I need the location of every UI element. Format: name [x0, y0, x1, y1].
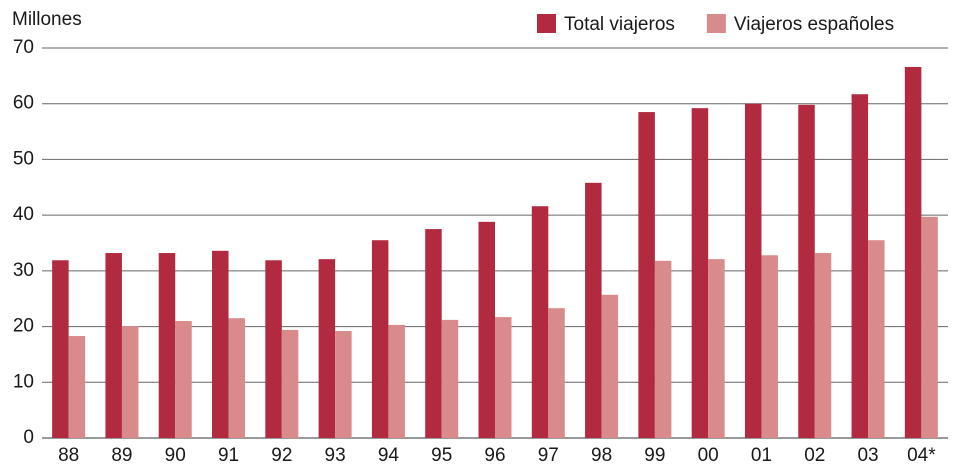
bar	[495, 317, 512, 438]
y-tick-label: 50	[13, 148, 34, 169]
bar	[761, 255, 778, 438]
y-tick-label: 20	[13, 316, 34, 337]
legend-label: Total viajeros	[564, 14, 675, 35]
bar	[318, 259, 336, 438]
bar	[228, 318, 246, 438]
x-tick-label: 03	[857, 445, 878, 465]
bar	[531, 206, 549, 438]
legend-swatch	[537, 14, 556, 33]
x-tick-label: 01	[751, 445, 772, 465]
bar	[744, 103, 762, 438]
bar	[265, 260, 282, 438]
bar	[798, 104, 815, 438]
bar	[654, 260, 672, 438]
x-tick-label: 04*	[907, 445, 936, 465]
bar	[441, 319, 459, 438]
y-axis-label: Millones	[12, 9, 82, 30]
bar	[52, 260, 69, 438]
x-tick-label: 96	[484, 445, 505, 465]
bar	[121, 326, 139, 438]
bar	[478, 221, 495, 438]
x-tick-label: 92	[271, 445, 292, 465]
x-tick-label: 93	[325, 445, 346, 465]
bar	[904, 66, 922, 438]
bar	[335, 331, 352, 438]
bar	[388, 324, 405, 438]
bar	[638, 112, 655, 439]
x-tick-label: 97	[538, 445, 559, 465]
bar	[548, 308, 565, 438]
bar	[851, 94, 869, 438]
y-tick-label: 60	[13, 93, 34, 114]
bar	[68, 336, 86, 438]
x-tick-label: 98	[591, 445, 612, 465]
x-tick-label: 90	[165, 445, 186, 465]
bar	[691, 108, 709, 439]
bar	[601, 294, 619, 438]
bar	[425, 229, 442, 438]
bar	[814, 253, 832, 438]
bar	[212, 250, 229, 438]
bar	[158, 253, 176, 438]
x-tick-label: 94	[378, 445, 400, 465]
legend-label: Viajeros españoles	[734, 14, 894, 35]
bar	[105, 253, 122, 438]
x-tick-label: 02	[804, 445, 825, 465]
y-tick-label: 30	[13, 260, 34, 281]
bar	[585, 182, 602, 438]
bar	[371, 240, 389, 438]
x-tick-label: 88	[58, 445, 79, 465]
y-tick-label: 0	[23, 427, 34, 448]
y-tick-label: 10	[13, 371, 34, 392]
bar	[281, 329, 299, 438]
x-tick-label: 99	[644, 445, 665, 465]
x-tick-label: 89	[111, 445, 132, 465]
x-tick-label: 91	[218, 445, 239, 465]
y-tick-label: 40	[13, 204, 34, 225]
bar	[868, 240, 885, 438]
legend-swatch	[706, 14, 726, 33]
x-tick-label: 95	[431, 445, 452, 465]
bar	[708, 259, 725, 438]
bar	[175, 321, 192, 438]
y-tick-label: 70	[13, 37, 34, 58]
bar	[921, 216, 938, 438]
x-tick-label: 00	[698, 445, 719, 465]
